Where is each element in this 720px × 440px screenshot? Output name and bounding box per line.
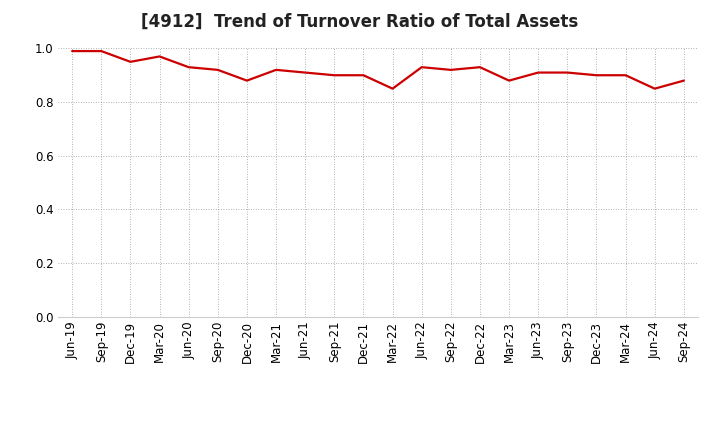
- Text: [4912]  Trend of Turnover Ratio of Total Assets: [4912] Trend of Turnover Ratio of Total …: [141, 13, 579, 31]
